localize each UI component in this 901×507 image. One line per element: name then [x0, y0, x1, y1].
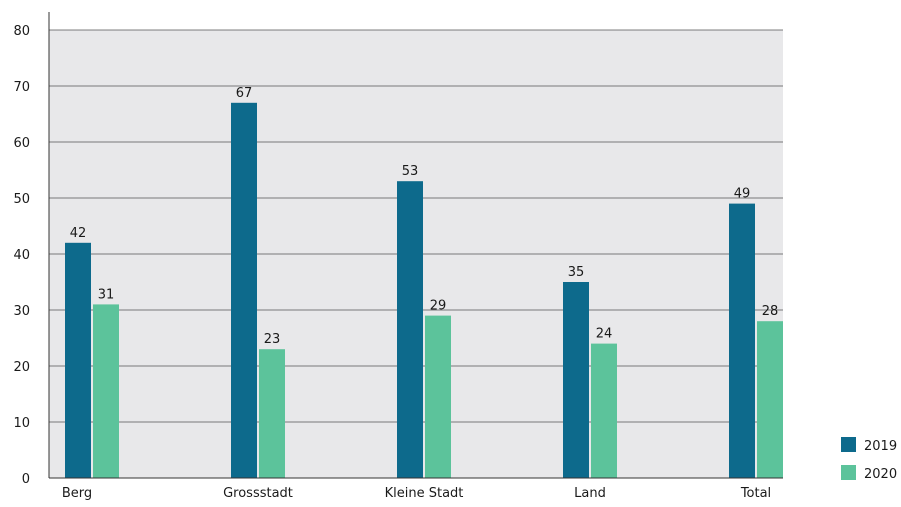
y-tick-label: 40	[13, 248, 30, 263]
bar-2020-land	[591, 343, 617, 478]
bars	[65, 102, 783, 479]
data-label: 23	[264, 332, 281, 347]
data-label: 67	[236, 86, 253, 101]
data-labels: 42 31 67 23 53 29 35 24 49 28	[70, 86, 779, 347]
x-category-label: Kleine Stadt	[385, 486, 464, 501]
data-label: 53	[402, 164, 419, 179]
legend: 2019 2020	[841, 437, 897, 482]
data-label: 28	[762, 304, 779, 319]
bar-2020-berg	[93, 304, 119, 478]
data-label: 42	[70, 226, 87, 241]
x-category-label: Berg	[62, 486, 92, 501]
legend-label-2020: 2020	[864, 467, 897, 482]
y-tick-label: 70	[13, 80, 30, 95]
bar-2019-kleine-stadt	[397, 181, 423, 478]
bar-2020-kleine-stadt	[425, 315, 451, 478]
y-tick-label: 0	[22, 472, 30, 487]
y-tick-label: 30	[13, 304, 30, 319]
data-label: 31	[98, 287, 115, 302]
x-category-label: Grossstadt	[223, 486, 293, 501]
y-tick-label: 60	[13, 136, 30, 151]
y-axis-ticks: 0 10 20 30 40 50 60 70 80	[13, 24, 30, 487]
data-label: 49	[734, 187, 751, 202]
x-category-label: Total	[740, 486, 771, 501]
bar-2019-berg	[65, 242, 91, 478]
legend-label-2019: 2019	[864, 439, 897, 454]
bar-2019-grossstadt	[231, 102, 257, 479]
y-tick-label: 10	[13, 416, 30, 431]
bar-2020-grossstadt	[259, 349, 285, 478]
x-category-label: Land	[574, 486, 606, 501]
y-tick-label: 50	[13, 192, 30, 207]
bar-2019-land	[563, 282, 589, 478]
data-label: 24	[596, 327, 613, 342]
data-label: 29	[430, 299, 447, 314]
data-label: 35	[568, 265, 585, 280]
bar-2019-total	[729, 203, 755, 478]
legend-swatch-2020	[841, 465, 856, 480]
y-tick-label: 20	[13, 360, 30, 375]
y-tick-label: 80	[13, 24, 30, 39]
legend-swatch-2019	[841, 437, 856, 452]
x-axis-labels: Berg Grossstadt Kleine Stadt Land Total	[62, 486, 771, 501]
bar-2020-total	[757, 321, 783, 478]
